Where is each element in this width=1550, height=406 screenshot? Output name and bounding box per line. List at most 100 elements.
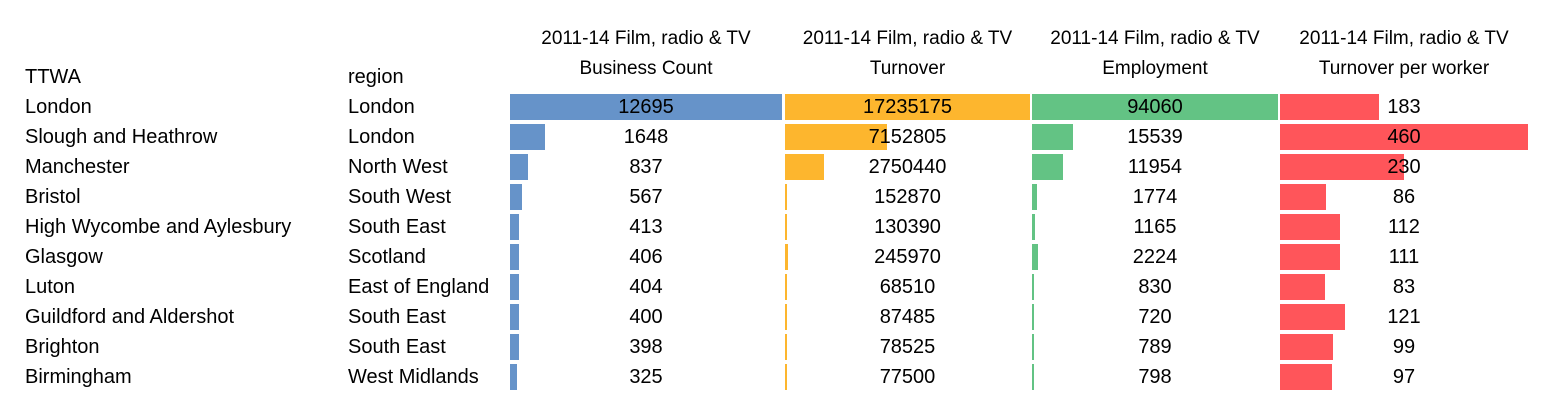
- ttwa-cell: Birmingham: [25, 366, 132, 388]
- employment-bar: [1032, 214, 1036, 240]
- business-count-value: 413: [629, 216, 663, 238]
- employment-value: 798: [1138, 366, 1172, 388]
- business-count-bar: [510, 364, 517, 390]
- turnover-per-worker-value: 99: [1392, 336, 1416, 358]
- turnover-value: 2750440: [868, 156, 947, 178]
- business-count-value: 567: [629, 186, 663, 208]
- business-count-bar: [510, 214, 519, 240]
- employment-bar: [1032, 334, 1035, 360]
- turnover-value: 245970: [874, 246, 941, 268]
- turnover-bar: [785, 274, 787, 300]
- turnover-per-worker-bar: [1280, 154, 1404, 180]
- header-tpw-line2: Turnover per worker: [1318, 58, 1490, 79]
- region-cell: London: [348, 96, 415, 118]
- header-turnover-per-worker: 2011-14 Film, radio & TV Turnover per wo…: [1280, 24, 1528, 84]
- employment-bar: [1032, 364, 1035, 390]
- business-count-value: 1648: [623, 126, 669, 148]
- turnover-bar: [785, 124, 887, 150]
- employment-bar: [1032, 274, 1035, 300]
- region-cell: Scotland: [348, 246, 426, 268]
- ttwa-cell: Bristol: [25, 186, 81, 208]
- employment-value: 15539: [1127, 126, 1183, 148]
- turnover-per-worker-bar: [1280, 214, 1341, 240]
- business-count-value: 398: [629, 336, 663, 358]
- turnover-per-worker-value: 86: [1392, 186, 1416, 208]
- region-cell: South West: [348, 186, 452, 208]
- ttwa-cell: Slough and Heathrow: [25, 126, 218, 148]
- employment-value: 11954: [1127, 156, 1183, 178]
- employment-value: 789: [1138, 336, 1172, 358]
- header-turnover-line2: Turnover: [869, 58, 946, 79]
- turnover-per-worker-value: 83: [1392, 276, 1416, 298]
- header-turnover-line1: 2011-14 Film, radio & TV: [802, 28, 1013, 49]
- business-count-bar: [510, 184, 523, 210]
- business-count-value: 325: [629, 366, 663, 388]
- header-employment-line1: 2011-14 Film, radio & TV: [1050, 28, 1260, 49]
- header-region: region: [348, 66, 404, 88]
- employment-bar: [1032, 184, 1037, 210]
- header-employment: 2011-14 Film, radio & TV Employment: [1032, 24, 1278, 84]
- turnover-value: 77500: [879, 366, 936, 388]
- turnover-per-worker-value: 111: [1388, 246, 1420, 268]
- turnover-per-worker-bar: [1280, 334, 1334, 360]
- turnover-value: 68510: [879, 276, 936, 298]
- turnover-bar: [785, 214, 787, 240]
- employment-value: 2224: [1132, 246, 1178, 268]
- region-cell: South East: [348, 306, 446, 328]
- employment-value: 720: [1138, 306, 1172, 328]
- business-count-value: 12695: [618, 96, 674, 118]
- turnover-bar: [785, 334, 787, 360]
- employment-value: 1774: [1132, 186, 1178, 208]
- region-cell: South East: [348, 336, 446, 358]
- ttwa-cell: Luton: [25, 276, 76, 298]
- turnover-per-worker-bar: [1280, 124, 1528, 150]
- header-tpw-line1: 2011-14 Film, radio & TV: [1299, 28, 1509, 49]
- header-business-count-line2: Business Count: [579, 58, 713, 79]
- ttwa-cell: Manchester: [25, 156, 130, 178]
- business-count-value: 406: [629, 246, 663, 268]
- region-cell: West Midlands: [348, 366, 479, 388]
- header-employment-line2: Employment: [1102, 58, 1208, 79]
- turnover-bar: [785, 364, 787, 390]
- employment-value: 830: [1138, 276, 1172, 298]
- turnover-bar: [785, 154, 825, 180]
- employment-bar: [1032, 244, 1038, 270]
- ttwa-cell: High Wycombe and Aylesbury: [25, 216, 292, 238]
- business-count-bar: [510, 274, 519, 300]
- turnover-per-worker-value: 460: [1387, 126, 1421, 148]
- turnover-per-worker-value: 112: [1388, 216, 1420, 238]
- turnover-value: 87485: [879, 306, 936, 328]
- turnover-value: 152870: [874, 186, 941, 208]
- region-cell: North West: [348, 156, 448, 178]
- turnover-bar: [785, 94, 1030, 120]
- turnover-per-worker-bar: [1280, 184, 1327, 210]
- business-count-value: 400: [629, 306, 663, 328]
- turnover-per-worker-bar: [1280, 304, 1346, 330]
- header-business-count-line1: 2011-14 Film, radio & TV: [541, 28, 751, 49]
- business-count-bar: [510, 304, 519, 330]
- turnover-bar: [785, 184, 788, 210]
- turnover-per-worker-value: 183: [1387, 96, 1421, 118]
- turnover-per-worker-value: 230: [1387, 156, 1421, 178]
- turnover-per-worker-value: 97: [1392, 366, 1416, 388]
- employment-value: 94060: [1127, 96, 1183, 118]
- business-count-bar: [510, 334, 519, 360]
- turnover-value: 17235175: [863, 96, 952, 118]
- ttwa-cell: Glasgow: [25, 246, 103, 268]
- ttwa-cell: London: [25, 96, 92, 118]
- business-count-value: 404: [629, 276, 663, 298]
- business-count-bar: [510, 244, 519, 270]
- turnover-value: 7152805: [868, 126, 947, 148]
- region-cell: East of England: [348, 276, 490, 298]
- business-count-bar: [510, 154, 528, 180]
- ttwa-cell: Brighton: [25, 336, 100, 358]
- turnover-value: 78525: [879, 336, 936, 358]
- turnover-value: 130390: [874, 216, 941, 238]
- turnover-bar: [785, 244, 789, 270]
- ttwa-cell: Guildford and Aldershot: [25, 306, 235, 328]
- region-cell: London: [348, 126, 415, 148]
- header-turnover: 2011-14 Film, radio & TV Turnover: [785, 24, 1030, 84]
- turnover-per-worker-value: 121: [1387, 306, 1421, 328]
- header-ttwa: TTWA: [25, 66, 81, 88]
- business-count-bar: [510, 124, 546, 150]
